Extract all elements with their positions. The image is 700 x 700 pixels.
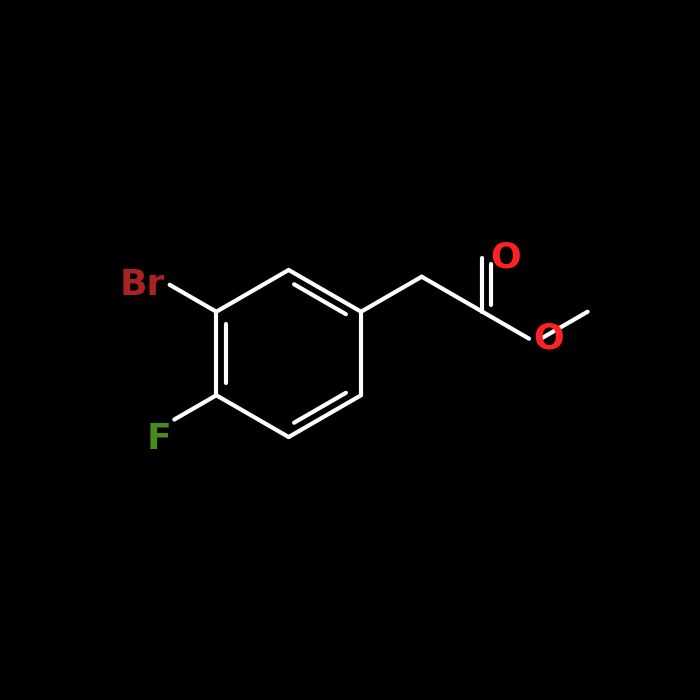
Text: F: F <box>147 422 172 456</box>
Text: O: O <box>491 241 522 275</box>
Text: O: O <box>533 322 564 356</box>
Text: Br: Br <box>120 268 165 302</box>
